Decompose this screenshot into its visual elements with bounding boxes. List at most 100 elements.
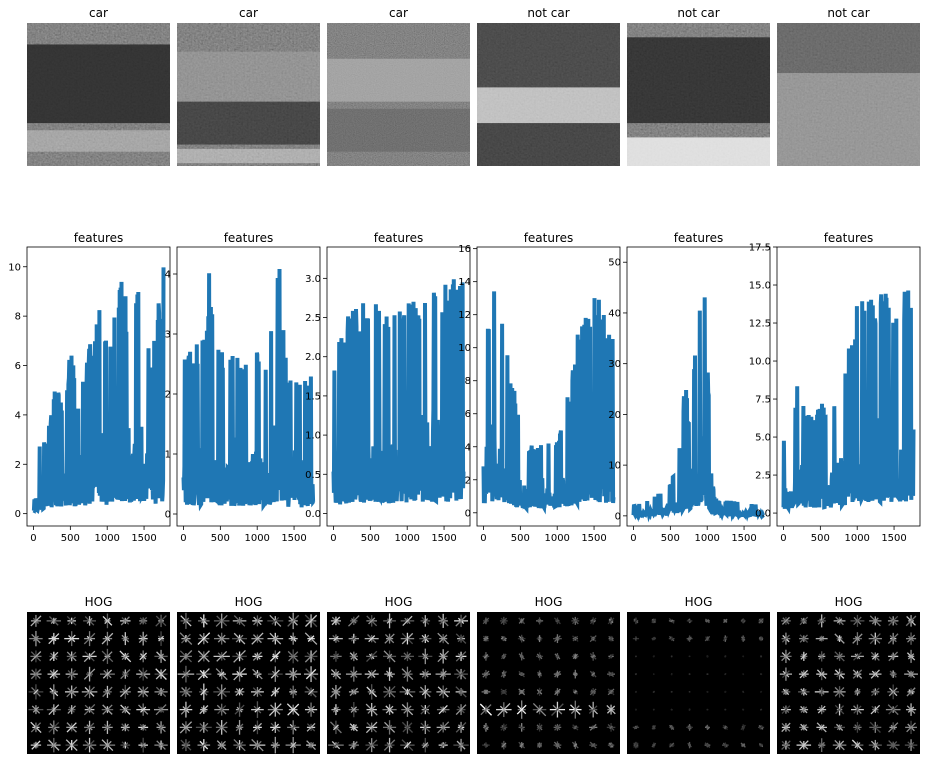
hog-gradient-stroke xyxy=(589,723,597,731)
hog-gradient-stroke xyxy=(84,740,95,751)
hog-gradient-stroke xyxy=(438,704,448,715)
hog-gradient-stroke xyxy=(589,617,597,625)
hog-gradient-stroke xyxy=(30,722,42,733)
hog-gradient-stroke xyxy=(402,722,413,733)
hog-gradient-stroke xyxy=(854,688,861,695)
hog-gradient-stroke xyxy=(536,724,543,731)
hog-gradient-stroke xyxy=(759,690,763,694)
hog-gradient-stroke xyxy=(50,617,57,624)
hog-gradient-stroke xyxy=(120,669,131,680)
hog-gradient-stroke xyxy=(608,636,614,641)
hog-gradient-stroke xyxy=(402,615,413,627)
hog-gradient-stroke xyxy=(455,615,467,627)
feature-series-line xyxy=(31,267,166,514)
y-tick-label: 12 xyxy=(458,310,471,321)
hog-gradient-stroke xyxy=(781,616,790,625)
hog-gradient-stroke xyxy=(652,673,655,675)
image-band xyxy=(27,130,170,152)
y-tick-label: 14 xyxy=(458,277,471,288)
hog-gradient-stroke xyxy=(706,708,709,711)
hog-gradient-stroke xyxy=(854,724,861,731)
hog-gradient-stroke xyxy=(403,652,411,660)
hog-gradient-stroke xyxy=(288,669,298,679)
hog-gradient-stroke xyxy=(760,673,762,676)
hog-gradient-stroke xyxy=(852,669,863,679)
hog-gradient-stroke xyxy=(742,708,744,711)
hog-gradient-stroke xyxy=(122,742,129,749)
hog-gradient-stroke xyxy=(670,673,673,676)
hog-title: HOG xyxy=(235,595,263,609)
y-tick-label: 4 xyxy=(465,442,471,453)
hog-gradient-stroke xyxy=(197,668,210,681)
hog-gradient-stroke xyxy=(103,723,112,732)
hog-gradient-stroke xyxy=(888,687,898,697)
hog-gradient-stroke xyxy=(271,635,279,643)
hog-gradient-stroke xyxy=(741,743,746,748)
hog-gradient-stroke xyxy=(670,708,673,711)
hog-gradient-stroke xyxy=(386,671,393,677)
hog-gradient-stroke xyxy=(439,670,447,678)
hog-gradient-stroke xyxy=(799,634,808,643)
hog-gradient-stroke xyxy=(307,688,315,696)
hog-gradient-stroke xyxy=(518,688,525,696)
image-panel-1: car xyxy=(27,6,170,166)
hog-gradient-stroke xyxy=(741,636,746,641)
hog-gradient-stroke xyxy=(670,655,673,658)
hog-gradient-stroke xyxy=(197,650,210,663)
image-panel-6: not car xyxy=(777,6,920,166)
hog-gradient-stroke xyxy=(269,651,281,662)
plot-title: features xyxy=(524,231,574,245)
hog-gradient-stroke xyxy=(386,617,393,624)
x-tick-label: 500 xyxy=(661,533,680,544)
hog-gradient-stroke xyxy=(482,617,490,625)
hog-gradient-stroke xyxy=(350,635,357,642)
image-band xyxy=(777,23,920,74)
hog-gradient-stroke xyxy=(687,725,692,730)
hog-gradient-stroke xyxy=(181,687,191,697)
y-tick-label: 2 xyxy=(15,460,21,471)
hog-gradient-stroke xyxy=(591,672,596,677)
hog-gradient-stroke xyxy=(871,687,880,697)
image-band xyxy=(177,101,320,145)
hog-gradient-stroke xyxy=(254,706,261,713)
hog-gradient-stroke xyxy=(906,722,916,733)
hog-gradient-stroke xyxy=(30,669,42,680)
hog-gradient-stroke xyxy=(688,655,691,658)
hog-gradient-stroke xyxy=(332,741,340,749)
hog-gradient-stroke xyxy=(49,651,59,661)
hog-gradient-stroke xyxy=(199,705,209,715)
hog-gradient-stroke xyxy=(367,705,376,714)
hog-gradient-stroke xyxy=(332,670,340,678)
y-tick-label: 10 xyxy=(458,343,471,354)
hog-title: HOG xyxy=(85,595,113,609)
hog-gradient-stroke xyxy=(200,688,208,696)
hog-panel-6: HOG xyxy=(777,595,920,754)
y-tick-label: 0 xyxy=(15,509,21,520)
hog-gradient-stroke xyxy=(501,742,507,748)
hog-gradient-stroke xyxy=(890,671,896,677)
hog-gradient-stroke xyxy=(759,636,764,641)
hog-panel-5: HOG xyxy=(627,595,770,754)
hog-background xyxy=(27,612,170,754)
hog-gradient-stroke xyxy=(403,741,412,749)
hog-gradient-stroke xyxy=(30,651,42,662)
hog-gradient-stroke xyxy=(837,636,843,642)
y-tick-label: 3 xyxy=(165,330,171,341)
hog-gradient-stroke xyxy=(853,616,862,626)
hog-gradient-stroke xyxy=(455,722,467,733)
image-band xyxy=(627,137,770,166)
hog-gradient-stroke xyxy=(742,655,745,658)
hog-panel-1: HOG xyxy=(27,595,170,754)
x-tick-label: 0 xyxy=(780,533,786,544)
hog-gradient-stroke xyxy=(67,634,76,643)
hog-gradient-stroke xyxy=(403,670,412,679)
hog-gradient-stroke xyxy=(368,688,375,695)
image-band xyxy=(327,58,470,102)
hog-gradient-stroke xyxy=(520,654,524,659)
hog-gradient-stroke xyxy=(102,651,113,662)
image-band xyxy=(177,148,320,164)
hog-gradient-stroke xyxy=(385,705,394,714)
hog-gradient-stroke xyxy=(537,654,542,659)
hog-gradient-stroke xyxy=(51,689,57,695)
